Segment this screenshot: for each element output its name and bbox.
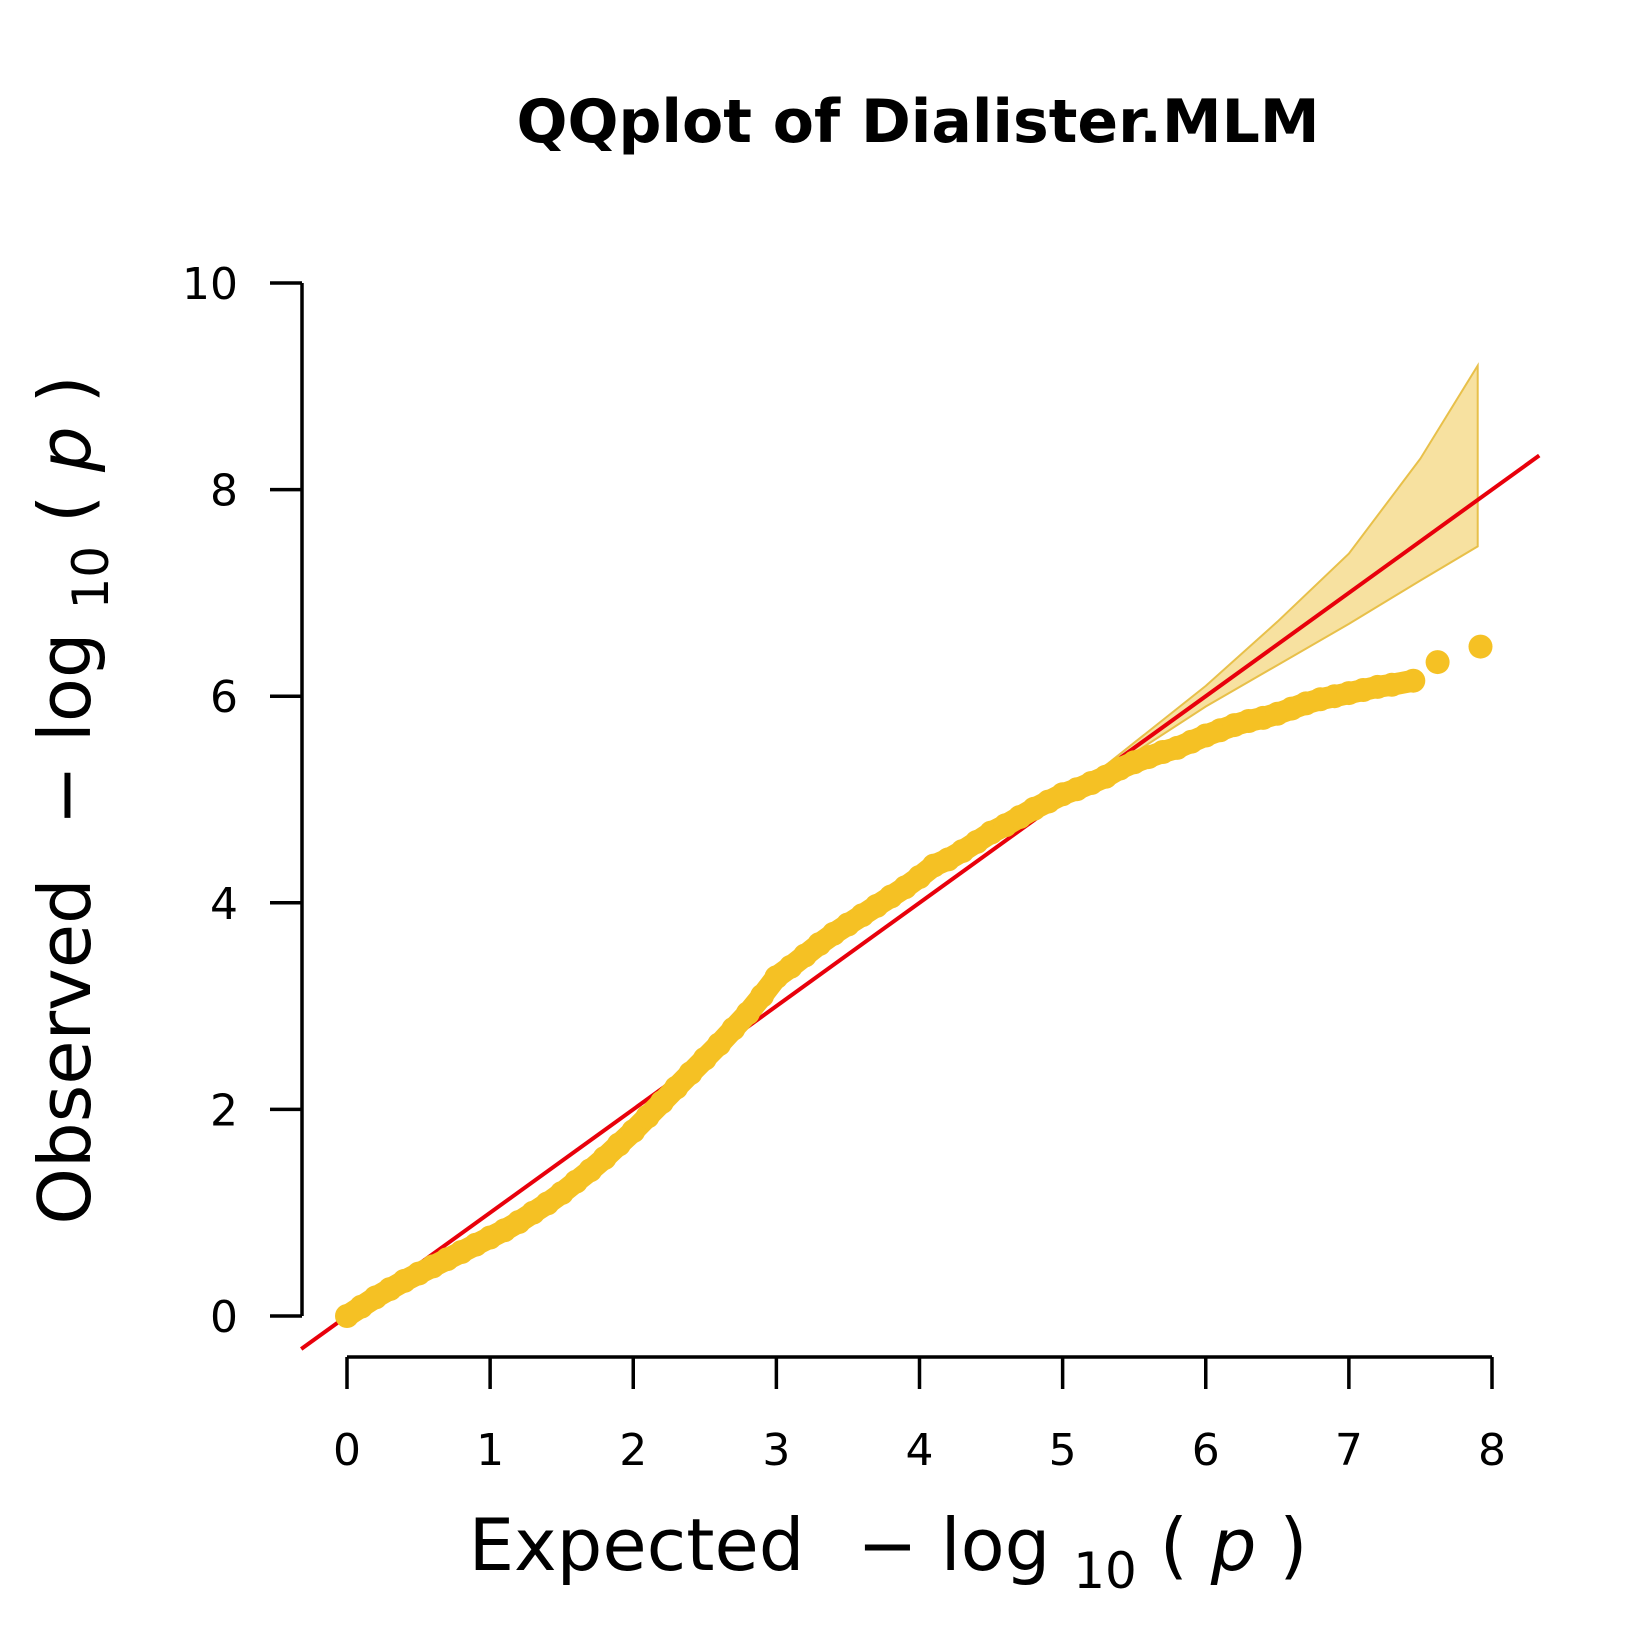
y-axis-label: Observed − log 10 ( p ): [23, 375, 125, 1224]
plot-area: [300, 362, 1541, 1351]
y-axis-label-minus: −: [23, 765, 107, 825]
x-axis-label-close-paren: ): [1279, 1503, 1307, 1587]
y-tick-label: 4: [210, 879, 238, 930]
data-point: [1401, 668, 1426, 693]
y-axis-label-var: p: [23, 426, 107, 473]
x-tick-label: 1: [476, 1425, 504, 1476]
confidence-band: [1061, 362, 1479, 801]
data-point: [735, 1001, 760, 1026]
data-point: [707, 1032, 732, 1057]
x-tick-label: 2: [619, 1425, 647, 1476]
x-tick-label: 0: [333, 1425, 361, 1476]
x-tick-label: 3: [762, 1425, 790, 1476]
y-axis-label-open-paren: (: [23, 495, 107, 523]
reference-line: [300, 453, 1541, 1351]
x-axis-label-prefix: Expected: [469, 1503, 805, 1587]
x-tick-label: 6: [1192, 1425, 1220, 1476]
x-tick-label: 5: [1049, 1425, 1077, 1476]
x-axis-label-subscript: 10: [1073, 1542, 1137, 1600]
data-point: [1379, 672, 1404, 697]
y-tick-label: 6: [210, 672, 238, 723]
data-point: [750, 983, 775, 1008]
x-tick-label: 8: [1478, 1425, 1506, 1476]
y-tick-label: 8: [210, 466, 238, 517]
y-tick-label: 10: [182, 259, 238, 310]
y-tick-label: 2: [210, 1085, 238, 1136]
y-axis-label-subscript: 10: [62, 546, 120, 610]
y-axis-label-log: log: [23, 632, 107, 742]
y-tick-label: 0: [210, 1292, 238, 1343]
x-axis-label-var: p: [1210, 1503, 1257, 1587]
x-axis-label: Expected − log 10 ( p ): [469, 1503, 1308, 1605]
x-axis-label-minus: −: [857, 1503, 917, 1587]
x-tick-label: 7: [1335, 1425, 1363, 1476]
data-point: [721, 1016, 746, 1041]
data-point: [1425, 650, 1450, 675]
y-axis-label-prefix: Observed: [23, 878, 107, 1224]
data-point: [1468, 634, 1493, 659]
chart-title: QQplot of Dialister.MLM: [516, 87, 1319, 157]
x-axis-label-log: log: [941, 1503, 1051, 1587]
x-tick-label: 4: [906, 1425, 934, 1476]
x-axis-label-open-paren: (: [1160, 1503, 1188, 1587]
axes: 0 2 4 6 8 10 0 1 2 3 4 5 6 7 8: [182, 259, 1506, 1476]
y-axis-label-close-paren: ): [23, 375, 107, 403]
